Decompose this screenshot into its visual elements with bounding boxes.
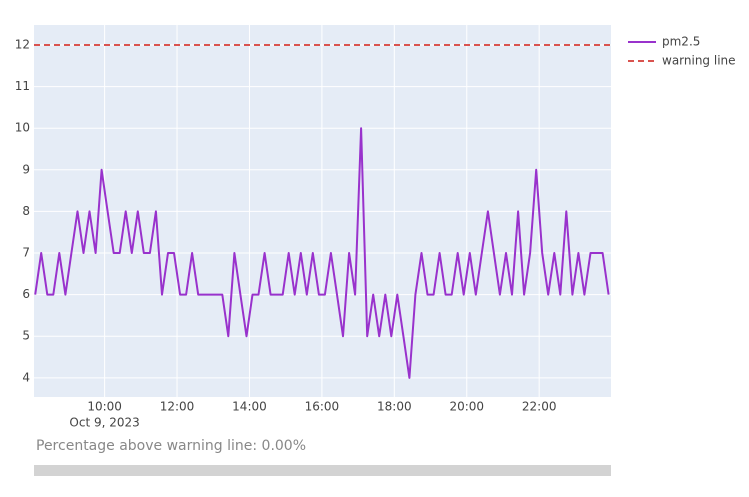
y-tick-label: 11: [15, 79, 30, 93]
annotation: Percentage above warning line: 0.00%: [36, 438, 306, 454]
data-line: [34, 127, 610, 379]
y-tick-label: 7: [22, 246, 30, 260]
y-tick-label: 9: [22, 162, 30, 176]
x-tick-label: 22:00: [522, 400, 557, 414]
y-tick-label: 8: [22, 204, 30, 218]
y-tick-label: 4: [22, 370, 30, 384]
legend-label: warning line: [662, 54, 736, 68]
x-tick-label: 10:00: [87, 400, 122, 414]
y-tick-label: 12: [15, 37, 30, 51]
range-bar: [34, 465, 611, 476]
x-tick-label: 16:00: [305, 400, 340, 414]
x-date-label: Oct 9, 2023: [69, 416, 139, 430]
y-tick-label: 6: [22, 287, 30, 301]
x-tick-label: 20:00: [449, 400, 484, 414]
x-tick-label: 12:00: [160, 400, 195, 414]
legend-label: pm2.5: [662, 35, 700, 49]
y-tick-label: 5: [22, 329, 30, 343]
x-tick-label: 18:00: [377, 400, 412, 414]
x-tick-label: 14:00: [232, 400, 267, 414]
y-tick-label: 10: [15, 121, 30, 135]
